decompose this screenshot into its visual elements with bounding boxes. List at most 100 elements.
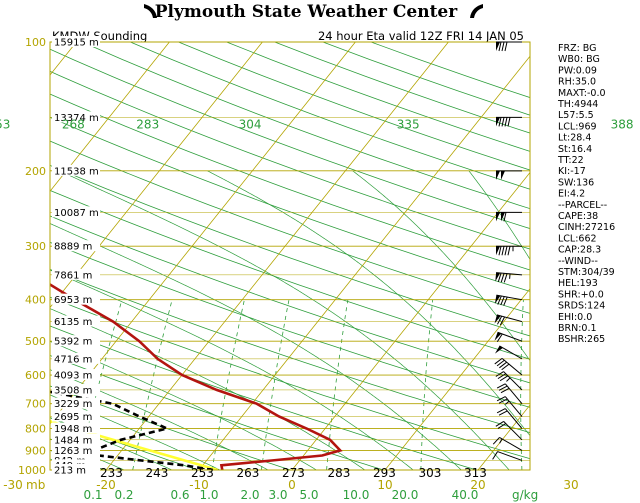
wind-barb	[494, 357, 523, 376]
pressure-tick-label: 700	[25, 398, 46, 411]
wind-barb	[496, 245, 522, 256]
stability-index: CAP:28.3	[558, 245, 601, 256]
dry-adiabat-line	[50, 140, 530, 314]
stability-index: SW:136	[558, 177, 594, 188]
stability-index: KI:-17	[558, 166, 586, 177]
wind-barb-flag	[500, 273, 505, 283]
height-label: 5392 m	[54, 337, 92, 348]
theta-bottom-label: 273	[282, 466, 305, 480]
temperature-axis-labels: mb-50-40-30-20-10010203040	[3, 478, 578, 492]
stability-index: TT:22	[557, 155, 584, 166]
height-label-bg	[52, 335, 100, 347]
stability-index: FRZ: BG	[558, 43, 597, 54]
wind-barb-flag	[500, 387, 510, 394]
height-label: 10087 m	[54, 208, 99, 219]
wind-barb-pennant	[496, 42, 500, 51]
dry-adiabat-line	[0, 42, 36, 479]
dry-adiabat-line	[50, 48, 530, 230]
height-label-bg	[52, 422, 100, 434]
wind-barb-staff	[503, 371, 523, 391]
dry-adiabat-line	[370, 42, 530, 99]
mixing-ratio-line	[520, 299, 524, 470]
wind-barb	[494, 331, 523, 343]
temperature-tick-label: -20	[96, 478, 116, 492]
dry-adiabat-line	[50, 164, 530, 337]
wind-barb-pennant	[496, 117, 500, 127]
stability-index: SRDS:124	[558, 301, 605, 312]
pressure-tick-label: 400	[25, 294, 46, 307]
stability-index: BRN:0.1	[558, 323, 597, 334]
height-label-bg	[52, 315, 100, 327]
wind-barb-flag	[496, 383, 506, 389]
dry-adiabat-line	[50, 70, 530, 250]
theta-bottom-label: 243	[146, 466, 169, 480]
wind-barb-staff	[496, 314, 523, 323]
height-label-bg	[52, 164, 100, 176]
wind-barb-staff	[499, 345, 523, 360]
stability-index: --PARCEL--	[558, 200, 607, 211]
wind-barb	[496, 116, 522, 127]
moist-adiabat-line	[50, 223, 462, 470]
height-label: 3508 m	[54, 385, 92, 396]
wind-barb-flag	[507, 246, 511, 256]
height-label: 213 m	[54, 466, 86, 477]
height-label: 7861 m	[54, 270, 92, 281]
wind-barb-flag	[496, 359, 505, 367]
stability-index: STM:304/39	[558, 267, 615, 278]
mixing-ratio-labels: 0.1 0.2 0.6 1.0 2.0 3.0 5.0 10.0 20.0 40.0 g/kg	[83, 488, 538, 502]
dry-adiabats	[0, 42, 530, 479]
pressure-tick-label: 800	[25, 423, 46, 436]
dry-adiabat-line	[50, 268, 530, 434]
parcel-line	[50, 419, 218, 470]
height-label: 4093 m	[54, 371, 92, 382]
theta-bottom-label: 313	[464, 466, 487, 480]
mixing-ratio-label: 0.2	[114, 488, 133, 502]
height-label-bg	[52, 433, 100, 445]
stability-index: LCL:662	[558, 233, 597, 244]
wind-barb-pennant	[494, 332, 502, 341]
dry-adiabat-line	[50, 241, 530, 408]
height-label-bg	[52, 397, 100, 409]
wind-barb-staff	[504, 396, 523, 417]
moist-adiabat-line	[50, 369, 269, 470]
theta-top-label: 253	[0, 117, 10, 131]
moist-adiabat-line	[50, 417, 173, 470]
stability-index: BSHR:265	[558, 334, 605, 345]
mixing-ratio-label: 0.1	[83, 488, 102, 502]
height-label: 11538 m	[54, 166, 99, 177]
dry-adiabat-line	[50, 296, 530, 460]
theta-bottom-label: 263	[237, 466, 260, 480]
height-label: 4716 m	[54, 354, 92, 365]
wind-barb	[496, 41, 522, 52]
wind-barb	[495, 420, 523, 441]
wind-barb-flag	[498, 385, 508, 391]
wind-barb-flag	[496, 333, 503, 343]
mixing-ratio-label: 3.0	[268, 488, 287, 502]
wind-barb	[495, 371, 523, 391]
pressure-tick-label: 500	[25, 335, 46, 348]
mixing-ratio-label: 10.0	[343, 488, 370, 502]
wind-barb-flag	[497, 373, 507, 380]
wind-barb	[496, 170, 522, 180]
wind-barb-flag	[503, 212, 507, 222]
mixing-ratio-label: 20.0	[392, 488, 419, 502]
wind-barb-flag	[499, 361, 507, 369]
wind-barb-flag	[496, 396, 506, 402]
wind-barb-flag	[501, 117, 505, 127]
mixing-ratio-line	[211, 299, 245, 470]
parcel-trace	[50, 419, 218, 470]
wind-barb	[492, 451, 523, 461]
wind-barb-flag	[492, 437, 500, 445]
theta-bottom-label: 253	[191, 466, 214, 480]
temperature-trace	[50, 282, 343, 470]
mixing-ratio-label: 1.0	[199, 488, 218, 502]
height-label: 1948 m	[54, 424, 92, 435]
wind-barb	[496, 211, 522, 222]
wind-barb-pennant	[494, 314, 501, 324]
moist-adiabat-line	[59, 170, 510, 470]
wind-barb-flag	[498, 117, 502, 127]
height-label: 13374 m	[54, 113, 99, 124]
temperature-tick-label: 30	[563, 478, 578, 492]
wind-barb-staff	[501, 357, 523, 376]
mixing-ratio-label: 2.0	[240, 488, 259, 502]
